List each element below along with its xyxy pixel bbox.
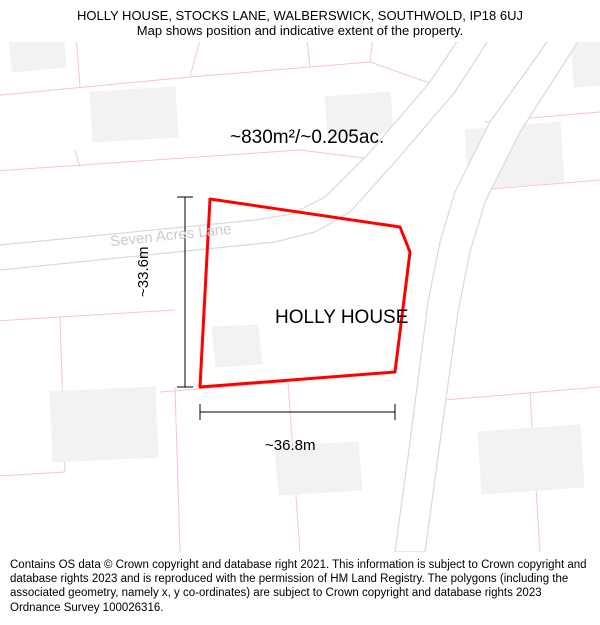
map-area: ~830m²/~0.205ac.HOLLY HOUSESeven Acres L… [0,42,600,552]
header-title: HOLLY HOUSE, STOCKS LANE, WALBERSWICK, S… [10,8,590,23]
property-name-label: HOLLY HOUSE [275,307,408,329]
dimension-horizontal-label: ~36.8m [265,437,315,454]
map-svg [0,42,600,552]
header-subtitle: Map shows position and indicative extent… [10,23,590,38]
dimension-vertical-label: ~33.6m [135,247,152,297]
footer-copyright: Contains OS data © Crown copyright and d… [0,552,600,625]
area-label: ~830m²/~0.205ac. [230,127,384,149]
header: HOLLY HOUSE, STOCKS LANE, WALBERSWICK, S… [0,0,600,42]
